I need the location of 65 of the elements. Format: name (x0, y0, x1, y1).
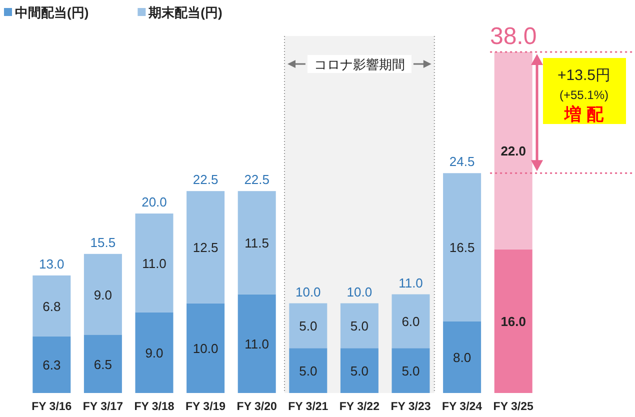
bar (340, 348, 378, 393)
data-label: 5.0 (350, 364, 368, 379)
data-label: 16.0 (500, 314, 526, 330)
x-tick-label: FY 3/17 (82, 401, 123, 413)
bar (238, 294, 276, 393)
data-label: 5.0 (350, 318, 368, 334)
data-label: 8.0 (453, 350, 472, 366)
x-tick-label: FY 3/23 (390, 401, 431, 413)
bar (84, 254, 122, 335)
data-label: 10.0 (192, 341, 218, 356)
text: (+55.1%) (559, 88, 609, 102)
bar (443, 321, 482, 393)
data-label: 5.0 (402, 364, 420, 379)
bar (392, 294, 430, 348)
data-label: 11.5 (244, 236, 270, 251)
x-tick-label: FY 3/20 (236, 401, 277, 413)
bar (135, 214, 174, 312)
data-label: 5.0 (299, 318, 318, 334)
total-label: 22.5 (192, 172, 218, 188)
band-label: コロナ影響期間 (314, 57, 405, 72)
data-label: 16.5 (449, 240, 475, 256)
bar (84, 334, 122, 393)
legend-label: 中間配当(円) (15, 5, 89, 20)
data-label: 9.0 (94, 287, 112, 302)
data-label: 6.8 (42, 298, 61, 314)
data-label: 5.0 (299, 364, 318, 379)
total-label: 11.0 (398, 275, 423, 290)
total-label: 38.0 (490, 23, 537, 50)
bar (186, 303, 225, 393)
bar (186, 191, 225, 304)
bar (340, 303, 378, 348)
total-label: 10.0 (295, 284, 321, 300)
total-label: 13.0 (38, 256, 64, 272)
total-label: 22.5 (244, 172, 270, 188)
x-tick-label: FY 3/18 (134, 401, 175, 413)
data-label: 6.0 (402, 314, 420, 330)
data-label: 11.0 (142, 256, 166, 271)
legend-label: 期末配当(円) (148, 5, 222, 20)
bar (32, 275, 71, 336)
total-label: 10.0 (346, 284, 372, 300)
data-label: 11.0 (244, 336, 270, 352)
total-label: 20.0 (142, 194, 167, 210)
data-label: 9.0 (145, 346, 164, 361)
total-label: 24.5 (449, 154, 475, 170)
bar (289, 348, 328, 393)
x-tick-label: FY 3/22 (339, 401, 380, 413)
x-tick-label: FY 3/25 (493, 401, 534, 413)
x-tick-label: FY 3/19 (186, 401, 226, 413)
bar (494, 249, 532, 393)
data-label: 22.0 (500, 144, 526, 159)
bar (32, 336, 71, 393)
text: +13.5円 (558, 67, 610, 84)
data-label: 6.5 (94, 356, 112, 372)
bar (135, 312, 174, 393)
data-label: 6.3 (42, 358, 61, 373)
x-tick-label: FY 3/16 (32, 401, 72, 413)
bar (443, 173, 482, 322)
bar (392, 348, 430, 393)
total-label: 15.5 (90, 234, 116, 250)
x-tick-label: FY 3/21 (288, 401, 329, 413)
x-tick-label: FY 3/24 (442, 401, 483, 413)
text: 増 配 (564, 104, 604, 124)
bar (289, 303, 328, 348)
data-label: 12.5 (192, 240, 218, 256)
bar (238, 191, 276, 294)
